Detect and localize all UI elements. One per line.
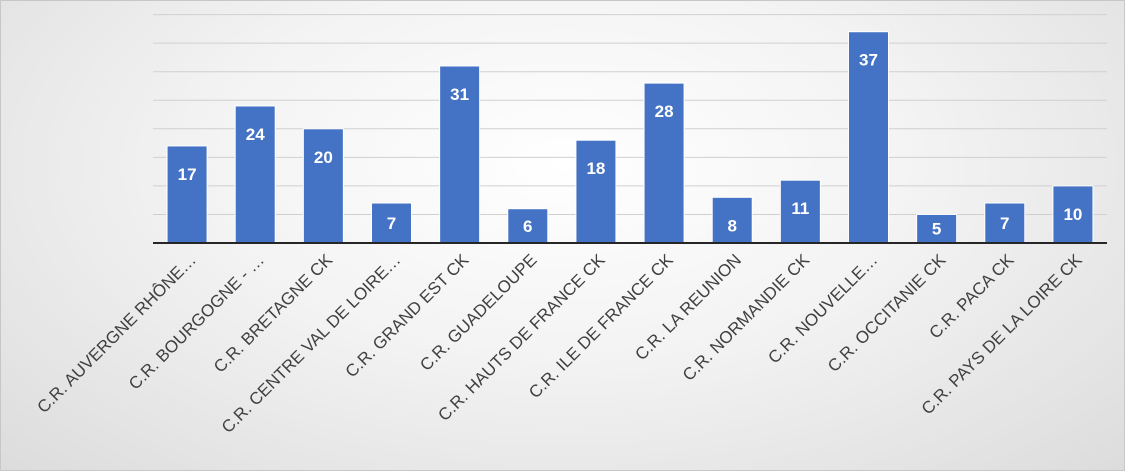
bar: [166, 145, 208, 244]
data-label: 28: [655, 102, 674, 121]
data-label: 31: [450, 85, 469, 104]
bar: [439, 65, 481, 244]
bar: [575, 139, 617, 244]
category-label: C.R. NORMANDIE CK: [679, 250, 814, 385]
category-label: C.R. GRAND EST CK: [342, 250, 473, 381]
data-label: 8: [727, 216, 736, 235]
category-label: C.R. BOURGOGNE - …: [125, 250, 268, 393]
bar: [371, 202, 412, 244]
category-label: C.R. OCCITANIE CK: [824, 250, 950, 376]
category-label: C.R. GUADELOUPE: [416, 250, 540, 374]
data-label: 11: [791, 199, 809, 218]
bar: [779, 179, 821, 244]
data-label: 7: [1000, 214, 1009, 233]
data-label: 24: [246, 125, 265, 144]
bar: [302, 128, 344, 244]
bar: [711, 196, 753, 244]
bar: [916, 213, 958, 244]
data-label: 18: [586, 159, 605, 178]
bar: [507, 208, 549, 244]
data-label: 6: [523, 217, 532, 236]
bar: [1052, 185, 1094, 244]
category-label: C.R. BRETAGNE CK: [210, 250, 337, 377]
data-label: 10: [1063, 205, 1082, 224]
data-label: 37: [859, 51, 878, 70]
bar: [234, 105, 276, 244]
category-label: C.R. ILE DE FRANCE CK: [525, 250, 677, 402]
data-label: 20: [314, 148, 333, 167]
bar: [848, 31, 889, 244]
data-label: 7: [387, 214, 396, 233]
bar: [643, 82, 685, 244]
data-label: 5: [932, 220, 941, 239]
data-label: 17: [178, 165, 197, 184]
bar: [984, 202, 1026, 244]
